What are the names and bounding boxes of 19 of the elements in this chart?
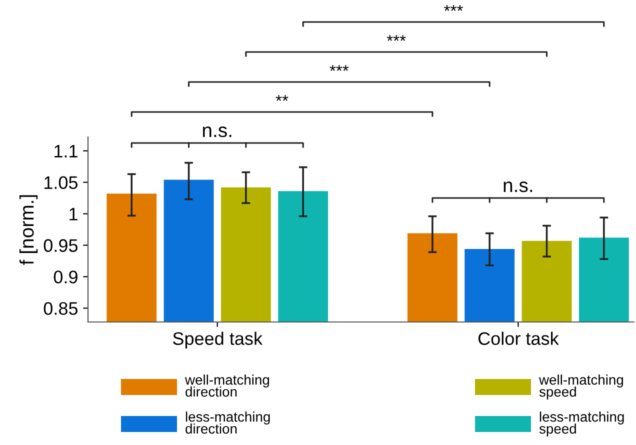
y-tick-label: 0.85: [44, 302, 78, 315]
text: **: [276, 95, 288, 101]
annotation: n.s.: [202, 126, 232, 138]
legend-label: well-matching direction: [184, 374, 270, 397]
x-tick-label: Color task: [478, 332, 559, 345]
legend-label: well-matching speed: [538, 374, 624, 400]
annotation: n.s.: [504, 182, 532, 192]
y-tick-label: 1: [70, 208, 78, 220]
y-tick-label: 0.9: [54, 270, 78, 284]
legend-label: less-matching speed: [539, 412, 624, 436]
text: ***: [330, 65, 349, 71]
text: ***: [386, 35, 406, 41]
y-tick-label: 0.95: [44, 239, 78, 252]
y-tick-label: 1.1: [54, 144, 78, 158]
y-axis-title: f [norm.]: [19, 195, 38, 265]
y-tick-label: 1.05: [44, 176, 78, 190]
x-tick-label: Speed task: [173, 332, 263, 349]
text: ***: [444, 5, 463, 11]
legend-label: less-matching direction: [186, 412, 270, 434]
